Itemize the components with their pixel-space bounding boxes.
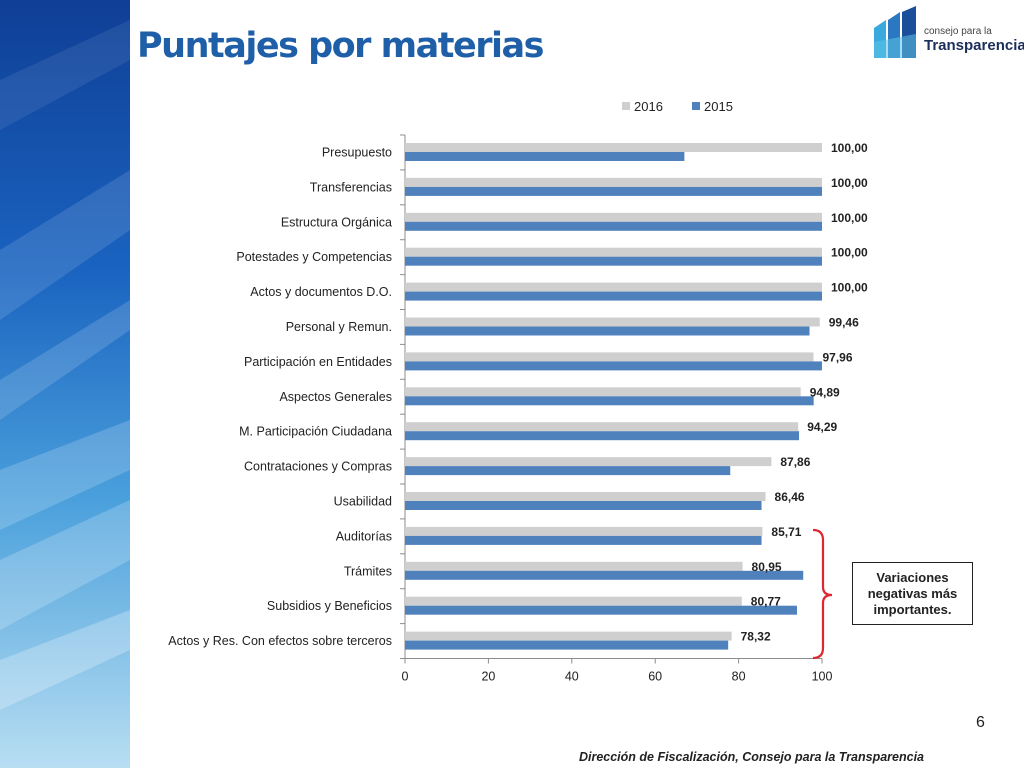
data-label-2016: 99,46 [829, 316, 859, 330]
bar-2015 [405, 431, 800, 441]
page-number: 6 [976, 714, 985, 731]
slide-title: Puntajes por materias [137, 26, 544, 66]
x-tick-label: 0 [402, 670, 409, 684]
data-label-2016: 85,71 [771, 525, 801, 539]
callout-box: Variaciones negativas más importantes. [852, 562, 973, 625]
category-label: Participación en Entidades [244, 355, 392, 369]
bar-2015 [405, 466, 731, 476]
data-label-2016: 100,00 [831, 211, 868, 225]
bar-2016 [405, 492, 766, 501]
bar-2015 [405, 570, 804, 580]
bar-2016 [405, 422, 799, 432]
category-label: Aspectos Generales [279, 390, 392, 404]
bar-2016 [405, 212, 822, 222]
legend-label-2015: 2015 [704, 99, 733, 114]
x-tick-label: 80 [732, 670, 746, 684]
data-label-2016: 100,00 [831, 176, 868, 190]
category-label: Potestades y Competencias [236, 250, 392, 264]
data-label-2016: 80,77 [751, 595, 781, 609]
data-label-2016: 100,00 [831, 246, 868, 260]
bar-2016 [405, 317, 820, 327]
bar-2016 [405, 247, 822, 257]
bar-2016 [405, 352, 814, 362]
category-label: Transferencias [310, 180, 392, 194]
legend-swatch-2016 [622, 102, 630, 110]
data-label-2016: 97,96 [822, 350, 852, 364]
bar-2015 [405, 186, 822, 196]
bar-2016 [405, 596, 742, 606]
bar-2016 [405, 282, 822, 292]
category-label: Trámites [344, 564, 392, 578]
data-label-2016: 87,86 [780, 455, 810, 469]
bar-2016 [405, 631, 732, 641]
sidebar-background [0, 0, 130, 768]
logo-mark-icon [874, 6, 916, 58]
category-label: Subsidios y Beneficios [267, 599, 392, 613]
x-tick-label: 20 [481, 670, 495, 684]
x-tick-label: 100 [812, 670, 833, 684]
category-label: Contrataciones y Compras [244, 460, 392, 474]
bar-2016 [405, 457, 772, 467]
data-label-2016: 100,00 [831, 141, 868, 155]
bar-2015 [405, 640, 729, 650]
bar-2015 [405, 361, 822, 371]
logo-big-text: Transparencia [924, 37, 1024, 54]
category-label: Estructura Orgánica [281, 215, 392, 229]
bar-2016 [405, 143, 822, 152]
callout-bracket [812, 528, 833, 660]
bar-2015 [405, 396, 814, 406]
bar-2015 [405, 501, 762, 510]
decorative-sidebar [0, 0, 130, 768]
data-label-2016: 80,95 [752, 560, 782, 574]
bar-2015 [405, 152, 685, 161]
category-label: Actos y Res. Con efectos sobre terceros [168, 634, 392, 648]
category-label: Personal y Remun. [286, 320, 392, 334]
category-label: M. Participación Ciudadana [239, 425, 392, 439]
bar-2016 [405, 387, 801, 397]
bar-2015 [405, 535, 762, 545]
category-label: Auditorías [336, 529, 392, 543]
logo-small-text: consejo para la [924, 26, 992, 37]
category-label: Usabilidad [334, 495, 392, 509]
bar-2016 [405, 561, 743, 571]
data-label-2016: 86,46 [775, 490, 805, 504]
legend-label-2016: 2016 [634, 99, 663, 114]
x-tick-label: 40 [565, 670, 579, 684]
x-tick-label: 60 [648, 670, 662, 684]
category-label: Actos y documentos D.O. [250, 285, 392, 299]
footer-text: Dirección de Fiscalización, Consejo para… [578, 750, 924, 764]
bar-2015 [405, 326, 810, 336]
bar-2015 [405, 291, 822, 301]
data-label-2016: 94,89 [810, 385, 840, 399]
data-label-2016: 94,29 [807, 420, 837, 434]
legend-swatch-2015 [692, 102, 700, 110]
category-label: Presupuesto [322, 146, 392, 160]
data-label-2016: 78,32 [741, 630, 771, 644]
bar-2016 [405, 526, 763, 536]
bar-2016 [405, 177, 822, 187]
data-label-2016: 100,00 [831, 281, 868, 295]
bar-2015 [405, 605, 797, 615]
bar-2015 [405, 221, 822, 231]
bar-2015 [405, 256, 822, 266]
consejo-transparencia-logo: consejo para la Transparencia [872, 6, 1024, 62]
